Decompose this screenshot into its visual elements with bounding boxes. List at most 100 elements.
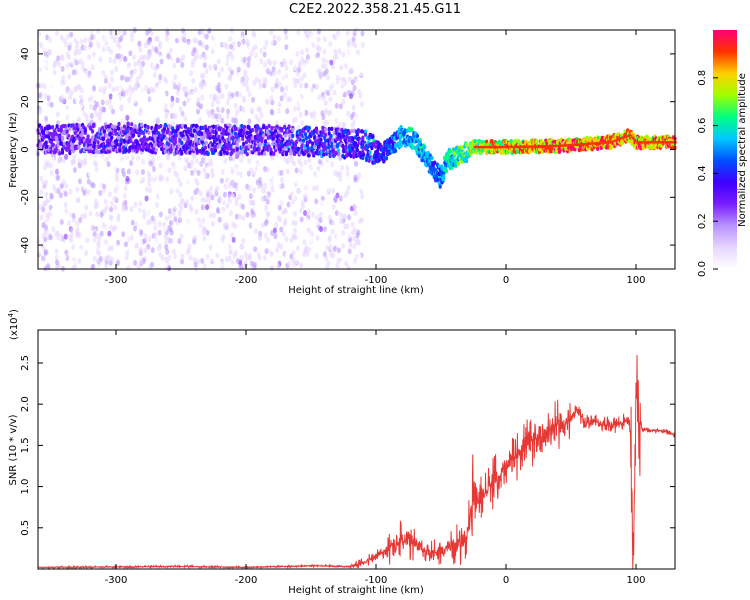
spectrogram-noise-cell <box>227 66 232 73</box>
spectrogram-noise-cell <box>277 89 282 96</box>
spectrogram-noise-cell <box>65 51 70 58</box>
spectrogram-noise-cell <box>127 97 132 104</box>
spectrogram-noise-cell <box>65 88 70 95</box>
spectrogram-noise-cell <box>258 240 263 247</box>
spectrogram-noise-cell <box>167 225 172 232</box>
spectrogram-noise-cell <box>74 97 79 104</box>
spectrogram-noise-cell <box>121 47 126 54</box>
spectrogram-noise-cell <box>314 185 319 192</box>
spectrogram-noise-cell <box>202 167 207 174</box>
spectrogram-ridge-cell <box>133 124 137 129</box>
spectrogram-noise-cell <box>262 61 267 68</box>
spectrogram-noise-cell <box>284 195 289 202</box>
spectrogram-noise-cell <box>338 212 343 219</box>
spectrogram-noise-cell <box>208 64 213 71</box>
spectrogram-noise-cell <box>223 183 228 190</box>
spectrogram-noise-cell <box>133 259 138 266</box>
spectrogram-noise-cell <box>277 68 282 75</box>
spectrogram-noise-cell <box>294 220 299 227</box>
spectrogram-noise-cell <box>188 203 193 210</box>
spectrogram-ridge-cell <box>322 152 326 157</box>
spectrogram-noise-cell <box>252 253 257 260</box>
spectrogram-noise-cell <box>71 69 76 76</box>
spectrogram-noise-cell <box>246 61 251 68</box>
spectrogram-noise-cell <box>103 198 108 205</box>
spectrogram-noise-cell <box>101 46 106 53</box>
spectrogram-noise-cell <box>158 193 163 200</box>
spectrogram-ridge-cell <box>283 124 287 130</box>
spectrogram-noise-cell <box>168 219 173 226</box>
spectrogram-noise-cell <box>173 74 178 81</box>
spectrogram-noise-cell <box>225 202 230 209</box>
spectrogram-ridge-cell <box>83 128 87 133</box>
spectrogram-noise-cell <box>280 86 285 93</box>
spectrogram-noise-cell <box>96 28 101 35</box>
spectrogram-noise-cell <box>39 82 44 89</box>
spectrogram-noise-cell <box>227 197 232 204</box>
spectrogram-ridge-cell <box>222 130 226 135</box>
spectrogram-noise-cell <box>352 262 357 269</box>
spectrogram-noise-cell <box>41 261 46 268</box>
spectrogram-noise-cell <box>315 204 320 211</box>
spectrogram-noise-cell <box>285 108 290 115</box>
spectrogram-noise-cell <box>190 62 195 69</box>
spectrogram-noise-cell <box>205 108 210 115</box>
spectrogram-ridge-cell <box>63 123 67 129</box>
spectrogram-noise-cell <box>292 261 297 268</box>
spectrogram-noise-cell <box>346 34 351 41</box>
spectrogram-noise-cell <box>295 206 300 213</box>
spectrogram-noise-cell <box>114 155 119 162</box>
spectrogram-noise-cell <box>241 203 246 210</box>
spectrogram-noise-cell <box>181 86 186 93</box>
spectrogram-noise-cell <box>242 56 247 63</box>
spectrogram-noise-cell <box>233 222 238 229</box>
spectrogram-noise-cell <box>247 245 252 252</box>
spectrogram-noise-cell <box>90 64 95 71</box>
spectrogram-noise-cell <box>143 233 148 240</box>
spectrogram-noise-cell <box>201 229 206 236</box>
spectrogram-noise-cell <box>172 62 177 69</box>
spectrogram-noise-cell <box>198 39 203 46</box>
spectrogram-noise-cell <box>293 227 298 234</box>
spectrogram-noise-cell <box>351 104 356 111</box>
spectrogram-noise-cell <box>85 219 90 226</box>
spectrogram-ridge-cell <box>154 147 158 153</box>
spectrogram-noise-cell <box>298 207 303 214</box>
spectrogram-noise-cell <box>138 117 143 124</box>
spectrogram-ridge-cell <box>260 138 264 143</box>
spectrogram-noise-cell <box>292 210 297 217</box>
spectrogram-ridge-cell <box>262 151 267 156</box>
spectrogram-noise-cell <box>241 172 246 179</box>
spectrogram-noise-cell <box>190 159 195 166</box>
spectrogram-noise-cell <box>46 160 51 167</box>
spectrogram-noise-cell <box>342 213 347 220</box>
spectrogram-noise-cell <box>216 63 221 70</box>
spectrogram-noise-cell <box>155 257 160 264</box>
spectrogram-ridge-cell <box>96 149 100 155</box>
spectrogram-noise-cell <box>196 169 201 176</box>
spectrogram-noise-cell <box>84 204 89 211</box>
spectrogram-noise-cell <box>79 38 84 45</box>
spectrogram-noise-cell <box>275 246 280 253</box>
spectrogram-noise-cell <box>291 256 296 263</box>
spectrogram-noise-cell <box>59 219 64 226</box>
spectrogram-noise-cell <box>55 111 60 118</box>
spectrogram-noise-cell <box>269 108 274 115</box>
spectrogram-ridge-cell <box>277 129 281 135</box>
spectrogram-noise-cell <box>331 63 336 70</box>
spectrogram-noise-cell <box>279 243 284 250</box>
spectrogram-noise-cell <box>174 37 179 44</box>
spectrogram-noise-cell <box>227 50 232 57</box>
spectrogram-noise-cell <box>165 30 170 37</box>
spectrogram-noise-cell <box>74 59 79 66</box>
spectrogram-noise-cell <box>120 88 125 95</box>
spectrogram-noise-cell <box>187 219 192 226</box>
spectrogram-noise-cell <box>50 84 55 91</box>
spectrogram-noise-cell <box>226 166 231 173</box>
spectrogram-noise-cell <box>331 252 336 259</box>
spectrogram-noise-cell <box>177 154 182 161</box>
spectrogram-noise-cell <box>205 253 210 260</box>
spectrogram-noise-cell <box>146 63 151 70</box>
spectrogram-noise-cell <box>263 78 268 85</box>
